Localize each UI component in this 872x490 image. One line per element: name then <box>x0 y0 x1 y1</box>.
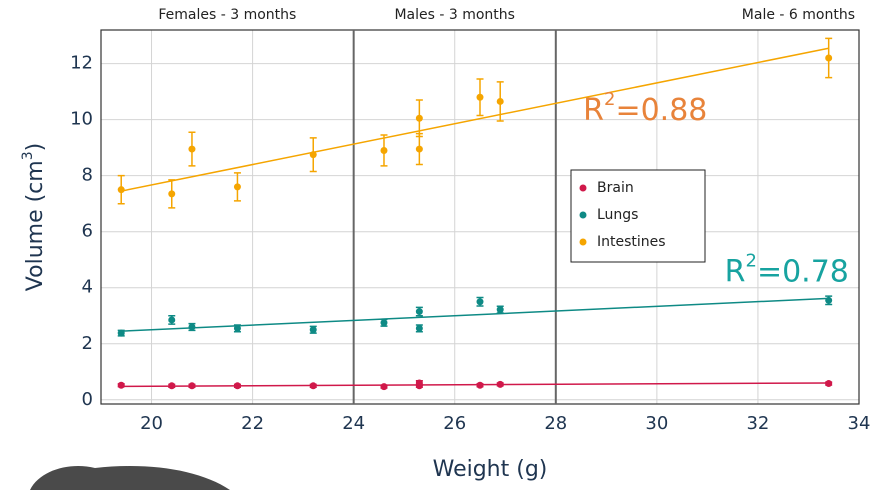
data-point <box>476 298 484 306</box>
data-point <box>117 381 125 389</box>
x-tick-label: 26 <box>443 413 466 434</box>
legend-marker <box>579 238 587 246</box>
data-point <box>233 183 241 191</box>
r-squared-sup: 2 <box>604 89 615 110</box>
data-point <box>496 380 504 388</box>
data-point <box>168 316 176 324</box>
data-point <box>825 296 833 304</box>
fit-line <box>121 382 829 388</box>
data-point <box>168 190 176 198</box>
r-squared-part: R <box>583 93 604 128</box>
y-axis-label-part: Volume (cm <box>23 160 48 291</box>
data-point <box>309 326 317 334</box>
data-point <box>415 308 423 316</box>
data-point <box>380 319 388 327</box>
y-tick-label: 6 <box>82 221 93 242</box>
data-point <box>415 324 423 332</box>
data-point <box>825 380 833 388</box>
x-tick-label: 28 <box>544 413 567 434</box>
mouse-illustration <box>30 466 230 490</box>
r-squared-label: R2=0.88 <box>583 89 707 128</box>
data-point <box>415 145 423 153</box>
data-point <box>188 145 196 153</box>
y-axis-label: Volume (cm3) <box>20 143 48 291</box>
group-label: Male - 6 months <box>742 7 855 23</box>
r-squared-sup: 2 <box>746 250 757 271</box>
y-axis-label-sup: 3 <box>20 151 36 160</box>
x-tick-label: 30 <box>645 413 668 434</box>
data-point <box>117 329 125 337</box>
r-squared-part: =0.78 <box>757 254 849 289</box>
legend-marker <box>579 184 587 192</box>
fit-line <box>121 47 829 192</box>
x-tick-label: 24 <box>342 413 365 434</box>
legend-label: Lungs <box>597 207 638 223</box>
y-axis-label-part: ) <box>23 143 48 152</box>
data-point <box>188 323 196 331</box>
data-point <box>309 151 317 159</box>
fit-line <box>121 297 829 332</box>
legend-marker <box>579 211 587 219</box>
data-point <box>496 306 504 314</box>
r-squared-part: =0.88 <box>615 93 707 128</box>
y-tick-label: 2 <box>82 333 93 354</box>
data-point <box>476 93 484 101</box>
group-label: Males - 3 months <box>394 7 515 23</box>
legend-box <box>570 169 706 263</box>
data-point <box>233 324 241 332</box>
data-point <box>476 381 484 389</box>
y-tick-label: 0 <box>82 389 93 410</box>
y-tick-label: 12 <box>70 53 93 74</box>
plot-frame <box>100 29 860 405</box>
group-label: Females - 3 months <box>158 7 296 23</box>
x-tick-label: 20 <box>140 413 163 434</box>
r-squared-label: R2=0.78 <box>725 250 849 289</box>
data-point <box>117 186 125 194</box>
x-tick-label: 22 <box>241 413 264 434</box>
data-point <box>415 114 423 122</box>
data-point <box>380 383 388 391</box>
r-squared-part: R <box>725 254 746 289</box>
legend-label: Brain <box>597 180 634 196</box>
data-point <box>496 97 504 105</box>
x-axis-label: Weight (g) <box>433 457 548 482</box>
data-point <box>380 146 388 154</box>
data-point <box>188 382 196 390</box>
y-tick-label: 10 <box>70 109 93 130</box>
data-point <box>309 382 317 390</box>
data-point <box>233 382 241 390</box>
x-tick-label: 34 <box>848 413 871 434</box>
data-point <box>415 382 423 390</box>
y-tick-label: 8 <box>82 165 93 186</box>
data-point <box>168 382 176 390</box>
y-tick-label: 4 <box>82 277 93 298</box>
legend-label: Intestines <box>597 234 666 250</box>
data-point <box>825 54 833 62</box>
x-tick-label: 32 <box>746 413 769 434</box>
